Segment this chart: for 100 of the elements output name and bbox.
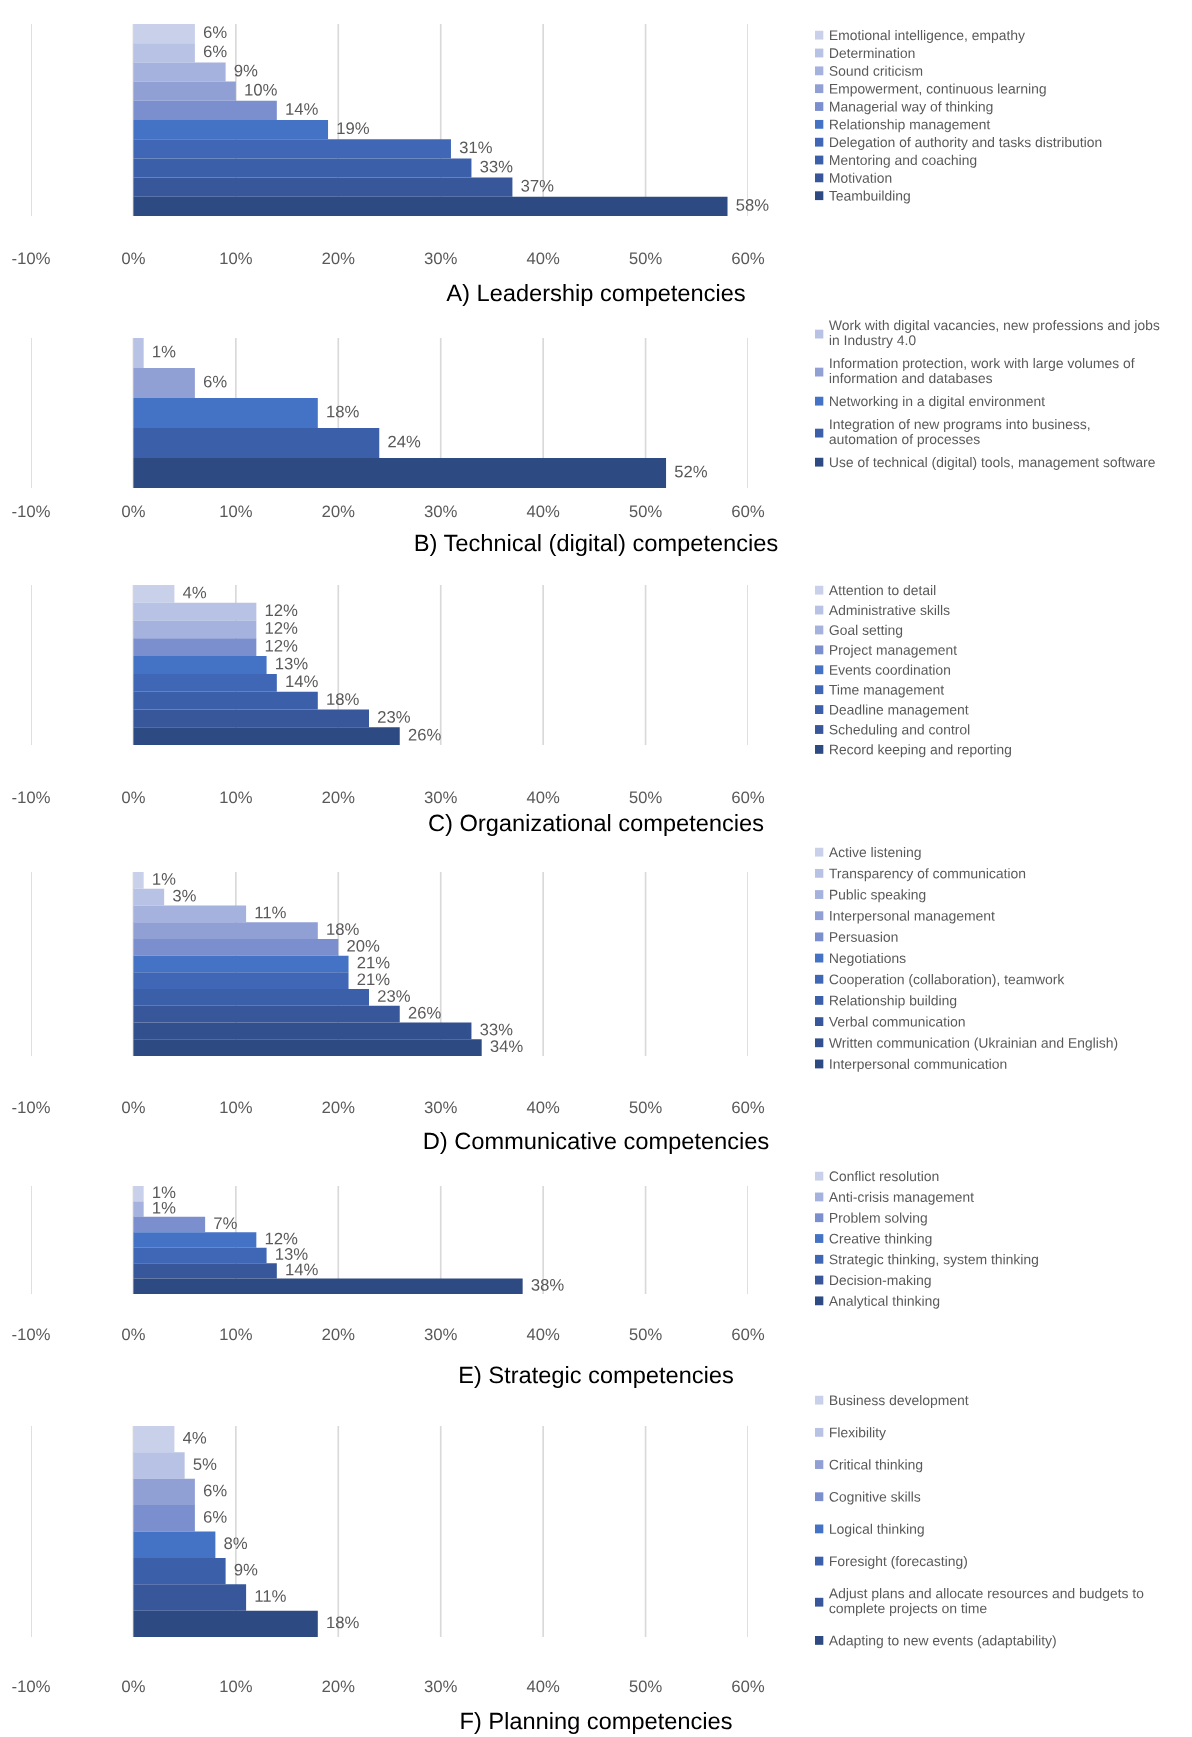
text: Transparency of communication (829, 868, 1026, 882)
x-tick-label: 20% (322, 1101, 355, 1114)
data-label: 58% (736, 199, 769, 211)
data-label: 18% (327, 1616, 359, 1629)
text: C) Organizational competencies (429, 813, 764, 837)
text: F) Planning competencies (461, 1711, 732, 1734)
data-label: 38% (531, 1278, 564, 1291)
data-label: 14% (286, 675, 318, 688)
x-tick-label: 40% (526, 252, 560, 265)
legend-label: Determination (830, 47, 915, 59)
x-tick-label: 30% (424, 1328, 457, 1341)
legend-label: Use of technical (digital) tools, management software (829, 457, 1155, 470)
data-label: 11% (255, 1590, 286, 1602)
x-tick-label: 60% (732, 1680, 765, 1693)
x-tick-label: 10% (220, 1101, 252, 1114)
x-tick-label: 60% (732, 1101, 765, 1114)
data-label: 18% (327, 693, 359, 706)
data-label: 33% (480, 160, 513, 173)
legend-label: Integration of new programs into business, automation of processes (829, 419, 1090, 447)
x-tick-label: -10% (12, 1328, 50, 1341)
legend-label: Deadline management (830, 704, 969, 718)
data-label: 7% (214, 1217, 237, 1229)
data-label: 52% (674, 465, 708, 478)
text: Business development (830, 1395, 969, 1408)
x-tick-label: 10% (220, 505, 252, 518)
x-tick-label: 20% (322, 791, 355, 804)
x-tick-label: 30% (424, 505, 457, 518)
legend-label: Attention to detail (828, 585, 936, 596)
legend-label: Problem solving (830, 1212, 927, 1226)
x-tick-label: 20% (322, 252, 355, 265)
x-tick-label: 60% (732, 1328, 765, 1341)
legend-label: Delegation of authority and tasks distribution (830, 137, 1102, 150)
data-label: 12% (265, 1232, 298, 1245)
data-label: 1% (153, 345, 176, 358)
legend-label: Critical thinking (829, 1459, 923, 1473)
x-tick-label: 50% (629, 791, 662, 804)
x-tick-label: 40% (526, 505, 560, 518)
x-tick-label: 0% (122, 1680, 145, 1693)
legend-label: Written communication (Ukrainian and English) (828, 1037, 1118, 1051)
legend-label: Adapting to new events (adaptability) (828, 1635, 1056, 1649)
x-tick-label: 40% (526, 791, 560, 804)
legend-label: Analytical thinking (828, 1295, 940, 1309)
legend-label: Work with digital vacancies, new professions and jobs in Industry 4.0 (828, 320, 1160, 348)
legend-label: Events coordination (830, 664, 950, 675)
legend-label: Time management (829, 684, 945, 698)
data-label: 18% (327, 405, 359, 418)
data-label: 1% (153, 873, 176, 885)
text: D) Communicative competencies (424, 1131, 769, 1155)
x-tick-label: 60% (732, 791, 765, 804)
x-tick-label: 50% (629, 1680, 662, 1693)
x-tick-label: 10% (220, 252, 252, 265)
x-tick-label: -10% (12, 791, 50, 804)
x-tick-label: -10% (12, 1101, 50, 1114)
legend-label: Cooperation (collaboration), teamwork (829, 974, 1065, 988)
x-tick-label: 10% (220, 1328, 252, 1341)
data-label: 13% (276, 1248, 308, 1260)
data-label: 23% (378, 990, 410, 1002)
x-tick-label: 0% (122, 252, 145, 265)
x-tick-label: 60% (732, 252, 765, 265)
legend-label: Flexibility (830, 1427, 886, 1441)
data-label: 6% (203, 26, 227, 39)
text: Conflict resolution (829, 1171, 939, 1182)
x-tick-label: 20% (322, 505, 355, 518)
legend-label: Motivation (830, 172, 892, 183)
data-label: 26% (408, 728, 441, 741)
data-label: 14% (286, 1263, 318, 1276)
data-label: 6% (203, 375, 227, 388)
legend-label: Administrative skills (828, 604, 950, 616)
x-tick-label: 10% (220, 1680, 252, 1693)
x-tick-label: 60% (732, 505, 765, 518)
data-label: 9% (234, 64, 258, 77)
data-label: 31% (459, 141, 492, 154)
legend-label: Foresight (forecasting) (830, 1555, 967, 1569)
x-tick-label: -10% (12, 252, 50, 265)
data-label: 6% (203, 1484, 227, 1497)
legend-label: Decision-making (830, 1274, 931, 1288)
x-tick-label: 30% (424, 791, 457, 804)
x-tick-label: 50% (629, 1101, 662, 1114)
legend-label: Strategic thinking, system thinking (829, 1254, 1038, 1268)
legend-label: Emotional intelligence, empathy (830, 30, 1025, 43)
x-tick-label: 50% (629, 505, 662, 518)
data-label: 21% (357, 956, 390, 969)
legend-label: Information protection, work with large volumes of information and databases (829, 357, 1135, 384)
legend-label: Interpersonal communication (830, 1058, 1007, 1072)
text: E) Strategic competencies (460, 1365, 733, 1389)
text: A) Leadership competencies (446, 284, 745, 306)
legend-label: Record keeping and reporting (830, 744, 1011, 758)
data-label: 18% (327, 923, 359, 936)
x-tick-label: 30% (424, 1101, 457, 1114)
data-label: 12% (265, 622, 298, 634)
legend-label: Project management (830, 644, 957, 658)
x-tick-label: 10% (220, 791, 252, 804)
legend-label: Anti-crisis management (828, 1191, 974, 1205)
legend-label: Sound criticism (829, 65, 923, 76)
data-label: 19% (337, 122, 369, 135)
data-label: 10% (245, 83, 277, 96)
legend-label: Verbal communication (828, 1016, 965, 1027)
data-label: 12% (265, 639, 298, 652)
legend-label: Teambuilding (829, 190, 910, 204)
x-tick-label: 0% (122, 791, 145, 804)
